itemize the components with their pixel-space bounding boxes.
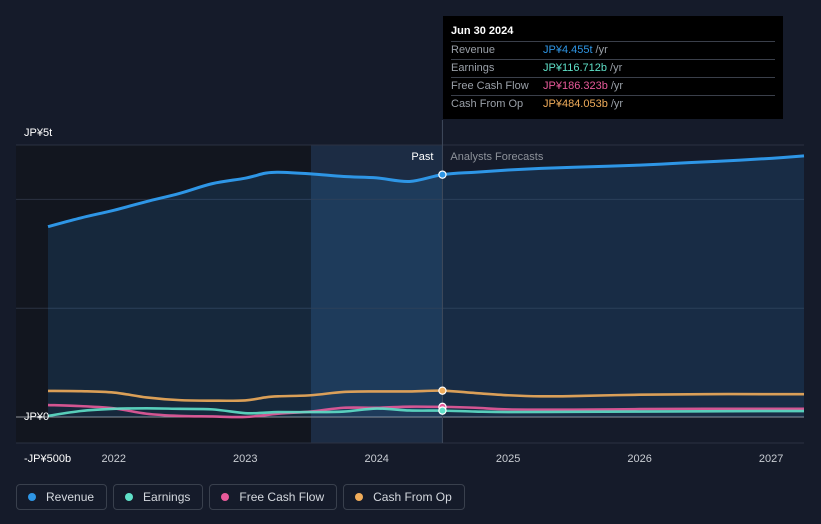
forecast-label: Analysts Forecasts [450,151,543,163]
tooltip-row-free-cash-flow: Free Cash Flow JP¥186.323b /yr [451,77,775,95]
tooltip-label: Free Cash Flow [451,80,529,92]
legend-label: Earnings [143,490,191,504]
y-tick-label: -JP¥500b [24,453,71,465]
tooltip-row-revenue: Revenue JP¥4.455t /yr [451,41,775,59]
legend-dot-icon [125,493,134,501]
legend-label: Free Cash Flow [239,490,325,504]
tooltip-row-cash-from-op: Cash From Op JP¥484.053b /yr [451,95,775,113]
y-tick-label: JP¥5t [24,127,52,139]
legend-dot-icon [355,493,364,501]
legend-item-revenue[interactable]: Revenue [16,484,108,510]
marker-revenue [438,170,447,179]
x-tick-label: 2027 [759,453,783,465]
tooltip-label: Revenue [451,44,496,56]
tooltip-row-earnings: Earnings JP¥116.712b /yr [451,59,775,77]
x-tick-label: 2024 [364,453,388,465]
series-line-earnings [47,406,805,418]
tooltip-value: JP¥116.712b [543,62,608,74]
x-tick-label: 2026 [627,453,651,465]
chart-area: JP¥5t JP¥0 -JP¥500b 2022 2023 2024 2025 2026 202… [16,120,805,465]
legend-label: Cash From Op [373,490,452,504]
past-label: Past [411,151,433,163]
revenue-area [48,155,804,417]
series-line-fcf [47,403,804,419]
tooltip-value: JP¥484.053b [543,98,608,110]
marker-earnings [438,406,447,415]
tooltip-unit: /yr [610,98,624,110]
legend-item-free-cash-flow[interactable]: Free Cash Flow [209,484,338,510]
tooltip-unit: /yr [610,62,623,74]
y-tick-label: JP¥0 [24,411,49,423]
tooltip-value: JP¥4.455t [543,44,593,56]
tooltip-label: Cash From Op [451,98,524,110]
legend-item-cash-from-op[interactable]: Cash From Op [343,484,465,510]
series-line-revenue [47,154,805,229]
legend-dot-icon [28,493,36,501]
tooltip-unit: /yr [610,80,624,92]
legend: Revenue Earnings Free Cash Flow Cash Fro… [16,484,465,510]
x-tick-label: 2025 [496,453,520,465]
x-tick-label: 2022 [101,453,125,465]
series-line-cfo [47,389,804,403]
marker-cfo [438,386,447,395]
tooltip: Jun 30 2024 Revenue JP¥4.455t /yr Earnin… [443,16,783,119]
tooltip-label: Earnings [451,62,495,74]
legend-item-earnings[interactable]: Earnings [113,484,204,510]
legend-label: Revenue [46,490,95,504]
tooltip-unit: /yr [595,44,608,56]
x-tick-label: 2023 [233,453,257,465]
legend-dot-icon [221,493,230,501]
tooltip-value: JP¥186.323b [543,80,608,92]
tooltip-date: Jun 30 2024 [451,25,514,37]
